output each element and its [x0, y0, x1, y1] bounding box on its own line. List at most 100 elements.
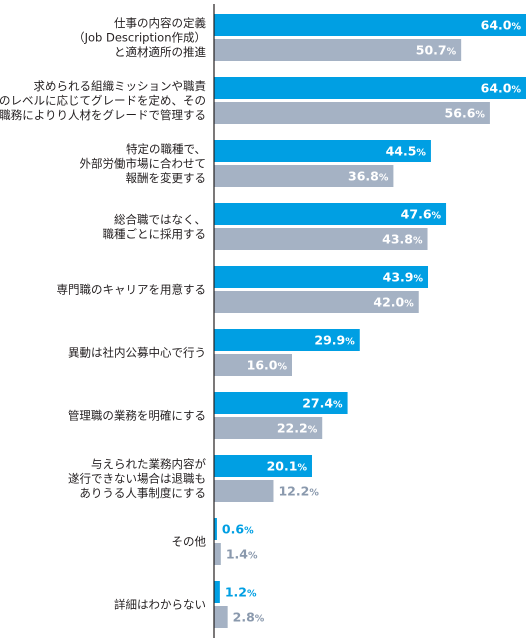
category-label: 仕事の内容の定義（Job Description作成）と適材適所の推進	[73, 16, 206, 59]
bar-primary	[214, 77, 526, 99]
category-label-line: 異動は社内公募中心で行う	[68, 346, 206, 360]
category-label-line: （Job Description作成）	[73, 31, 206, 45]
value-label: 29.9%	[314, 333, 355, 348]
bar-primary	[214, 455, 312, 477]
value-unit: %	[413, 274, 423, 285]
value-number: 1.4	[226, 547, 248, 562]
value-unit: %	[248, 551, 258, 562]
value-number: 44.5	[386, 144, 417, 159]
value-number: 29.9	[314, 333, 345, 348]
value-label: 50.7%	[416, 43, 457, 58]
category-label: その他	[172, 535, 207, 549]
value-label: 20.1%	[267, 459, 308, 474]
category-label: 与えられた業務内容が遂行できない場合は退職もありうる人事制度にする	[68, 457, 206, 500]
value-unit: %	[255, 614, 265, 625]
value-label: 2.8%	[233, 610, 265, 625]
value-label: 64.0%	[481, 81, 522, 96]
bar-secondary	[214, 354, 292, 376]
value-unit: %	[244, 526, 254, 537]
bar-secondary	[214, 606, 228, 628]
category-label-line: 専門職のキャリアを用意する	[57, 283, 207, 297]
value-label: 27.4%	[302, 396, 343, 411]
category-label-line: 与えられた業務内容が	[91, 457, 206, 471]
value-number: 22.2	[277, 421, 308, 436]
value-unit: %	[333, 400, 343, 411]
bar-secondary	[214, 165, 394, 187]
value-number: 1.2	[225, 585, 247, 600]
value-unit: %	[413, 236, 423, 247]
value-unit: %	[297, 463, 307, 474]
value-label: 16.0%	[247, 358, 288, 373]
value-label: 64.0%	[481, 18, 522, 33]
bar-secondary	[214, 543, 221, 565]
category-label-line: ありうる人事制度にする	[79, 486, 206, 500]
value-unit: %	[404, 299, 414, 310]
value-unit: %	[511, 22, 521, 33]
value-number: 16.0	[247, 358, 278, 373]
category-label-line: 管理職の業務を明確にする	[68, 409, 206, 423]
category-label: 管理職の業務を明確にする	[68, 409, 206, 423]
value-number: 43.8	[382, 232, 413, 247]
value-label: 43.8%	[382, 232, 423, 247]
category-label-line: 外部労働市場に合わせて	[80, 157, 207, 171]
bar-secondary	[214, 417, 323, 439]
bar-secondary	[214, 39, 462, 61]
value-unit: %	[247, 589, 257, 600]
bar-secondary	[214, 291, 419, 313]
category-label-line: のレベルに応じてグレードを定め、その	[0, 94, 206, 108]
value-unit: %	[447, 47, 457, 58]
value-unit: %	[308, 425, 318, 436]
category-label-line: 求められる組織ミッションや職責	[34, 79, 207, 93]
value-unit: %	[379, 173, 389, 184]
value-unit: %	[511, 85, 521, 96]
category-label: 求められる組織ミッションや職責のレベルに応じてグレードを定め、その職務によりり人…	[0, 79, 206, 122]
value-number: 27.4	[302, 396, 333, 411]
value-number: 0.6	[222, 522, 244, 537]
category-label-line: その他	[172, 535, 207, 549]
value-unit: %	[432, 211, 442, 222]
category-label-line: 遂行できない場合は退職も	[68, 472, 206, 486]
value-number: 36.8	[348, 169, 379, 184]
category-label: 総合職ではなく、職種ごとに採用する	[103, 212, 207, 241]
category-label-line: 職種ごとに採用する	[103, 227, 207, 241]
value-number: 42.0	[373, 295, 404, 310]
value-unit: %	[475, 110, 485, 121]
value-label: 1.4%	[226, 547, 258, 562]
category-label-line: 詳細はわからない	[114, 598, 206, 612]
value-number: 64.0	[481, 18, 512, 33]
category-label-line: と適材適所の推進	[114, 45, 206, 59]
category-label: 詳細はわからない	[114, 598, 206, 612]
category-label-line: 特定の職種で、	[126, 142, 206, 156]
value-unit: %	[345, 337, 355, 348]
value-label: 44.5%	[386, 144, 427, 159]
value-unit: %	[309, 488, 319, 499]
value-number: 56.6	[445, 106, 476, 121]
category-label: 特定の職種で、外部労働市場に合わせて報酬を変更する	[80, 142, 207, 185]
value-label: 36.8%	[348, 169, 389, 184]
bar-secondary	[214, 228, 428, 250]
value-label: 1.2%	[225, 585, 257, 600]
bar-primary	[214, 14, 526, 36]
value-label: 12.2%	[278, 484, 319, 499]
value-number: 20.1	[267, 459, 298, 474]
value-number: 12.2	[278, 484, 309, 499]
value-label: 22.2%	[277, 421, 318, 436]
category-label: 異動は社内公募中心で行う	[68, 346, 206, 360]
bar-primary	[214, 203, 447, 225]
value-number: 50.7	[416, 43, 447, 58]
category-label-line: 報酬を変更する	[126, 171, 207, 185]
value-label: 42.0%	[373, 295, 414, 310]
bar-primary	[214, 140, 431, 162]
value-number: 64.0	[481, 81, 512, 96]
bar-secondary	[214, 102, 490, 124]
value-unit: %	[277, 362, 287, 373]
value-label: 43.9%	[383, 270, 424, 285]
value-number: 47.6	[401, 207, 432, 222]
category-label-line: 職務によりり人材をグレードで管理する	[0, 108, 206, 122]
value-unit: %	[416, 148, 426, 159]
value-label: 0.6%	[222, 522, 254, 537]
value-label: 56.6%	[445, 106, 486, 121]
category-label-line: 総合職ではなく、	[114, 212, 206, 226]
bar-secondary	[214, 480, 274, 502]
